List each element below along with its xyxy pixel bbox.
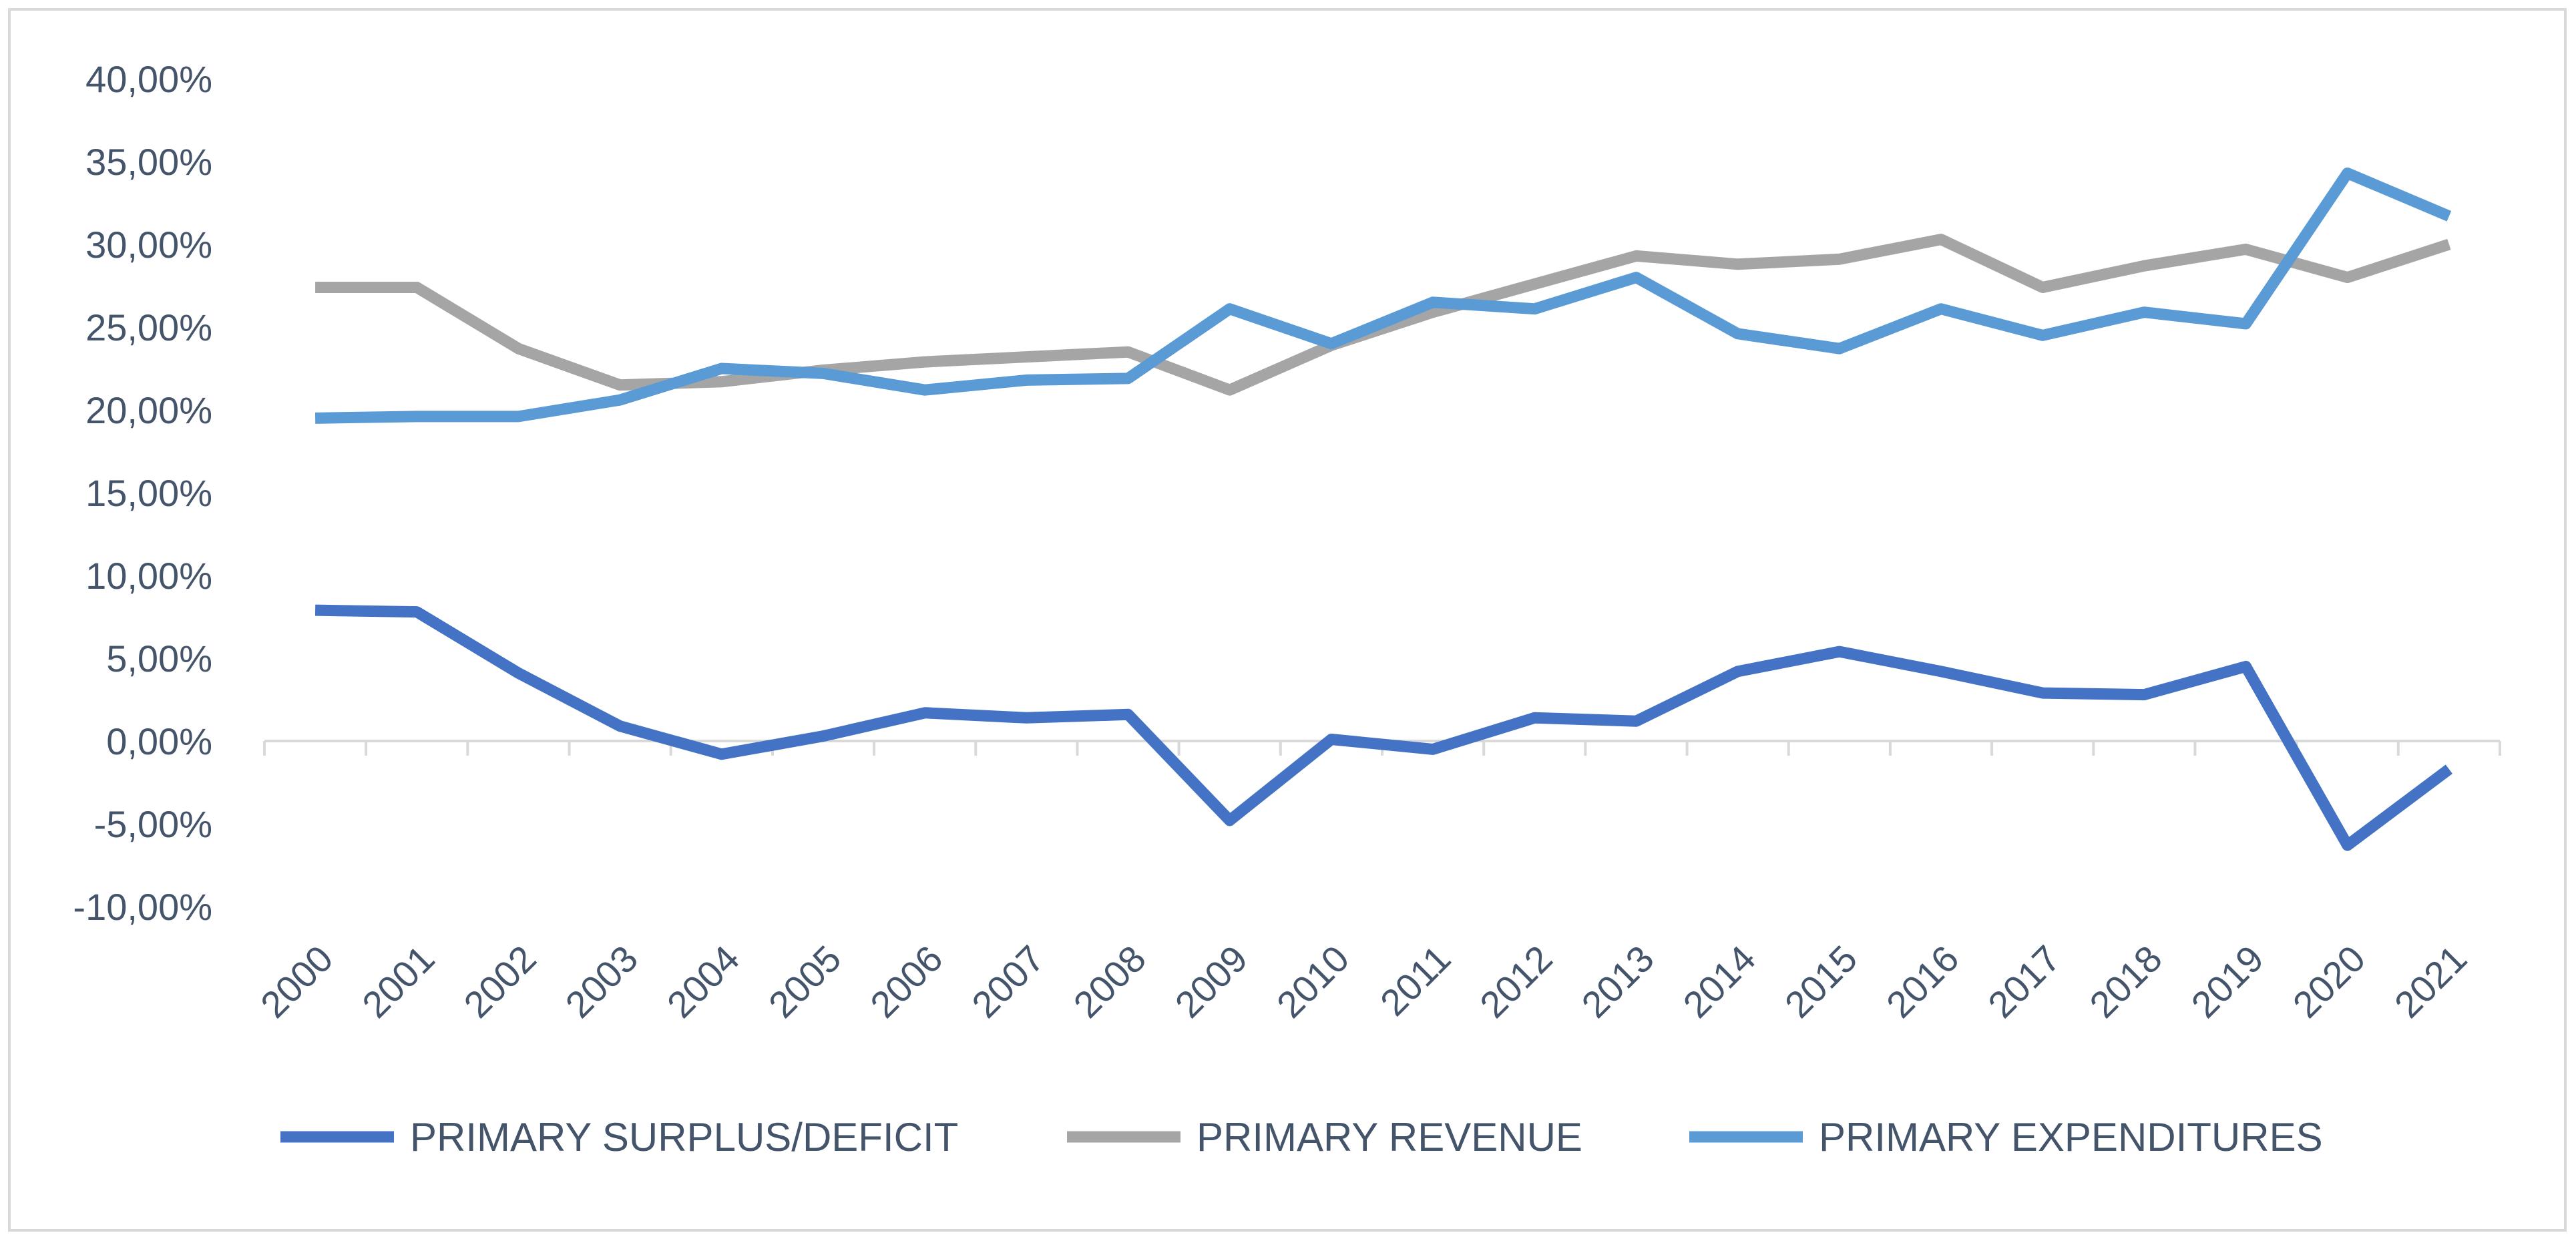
- x-tick-label: 2004: [659, 937, 748, 1026]
- y-tick-label: 20,00%: [85, 389, 212, 431]
- x-tick-label: 2006: [862, 937, 951, 1026]
- legend-label: PRIMARY EXPENDITURES: [1819, 1115, 2323, 1160]
- x-tick-label: 2016: [1878, 937, 1967, 1026]
- x-tick-label: 2008: [1065, 937, 1154, 1026]
- x-tick-label: 2019: [2183, 937, 2272, 1026]
- y-tick-label: 5,00%: [106, 638, 212, 680]
- y-tick-label: 15,00%: [85, 472, 212, 514]
- legend: PRIMARY SURPLUS/DEFICIT PRIMARY REVENUE PR…: [280, 1115, 2323, 1160]
- x-tick-label: 2011: [1372, 937, 1459, 1024]
- y-tick-label: 35,00%: [85, 141, 212, 183]
- x-tick-label: 2021: [2386, 937, 2475, 1026]
- x-tick-label: 2009: [1167, 937, 1256, 1026]
- x-tick-label: 2017: [1980, 937, 2069, 1026]
- series-line-primary-expenditures: [314, 167, 2452, 424]
- y-tick-label: 30,00%: [85, 224, 212, 266]
- legend-item: PRIMARY EXPENDITURES: [1689, 1115, 2323, 1160]
- y-tick-label: 25,00%: [85, 306, 212, 348]
- x-tick-label: 2013: [1573, 937, 1662, 1026]
- legend-label: PRIMARY REVENUE: [1197, 1115, 1582, 1160]
- y-tick-label: -10,00%: [73, 886, 212, 928]
- series-lines: [314, 167, 2452, 851]
- y-tick-label: 40,00%: [85, 58, 212, 100]
- x-tick-label: 2005: [761, 937, 849, 1026]
- y-axis-labels: -10,00% -5,00% 0,00% 5,00% 10,00% 15,00% 20,00…: [73, 58, 212, 928]
- x-tick-label: 2018: [2081, 937, 2170, 1026]
- series-line-primary-surplus-deficit: [314, 604, 2452, 851]
- x-tick-label: 2014: [1675, 937, 1763, 1026]
- legend-item: PRIMARY SURPLUS/DEFICIT: [280, 1115, 958, 1160]
- x-axis-labels: 2000 2001 2002 2003 2004 2005 2006 2007 2008 2009…: [252, 937, 2475, 1026]
- x-tick-label: 2001: [354, 937, 443, 1026]
- legend-item: PRIMARY REVENUE: [1067, 1115, 1582, 1160]
- x-tick-label: 2020: [2285, 937, 2374, 1026]
- x-tick-label: 2002: [455, 937, 544, 1026]
- legend-label: PRIMARY SURPLUS/DEFICIT: [410, 1115, 958, 1160]
- y-tick-label: 0,00%: [106, 720, 212, 762]
- x-tick-label: 2012: [1472, 937, 1560, 1026]
- y-tick-label: -5,00%: [94, 803, 212, 845]
- x-tick-label: 2015: [1777, 937, 1866, 1026]
- x-tick-label: 2010: [1269, 937, 1357, 1026]
- x-tick-label: 2003: [557, 937, 646, 1026]
- x-tick-label: 2007: [963, 937, 1052, 1026]
- y-tick-label: 10,00%: [85, 555, 212, 597]
- x-tick-label: 2000: [252, 937, 341, 1026]
